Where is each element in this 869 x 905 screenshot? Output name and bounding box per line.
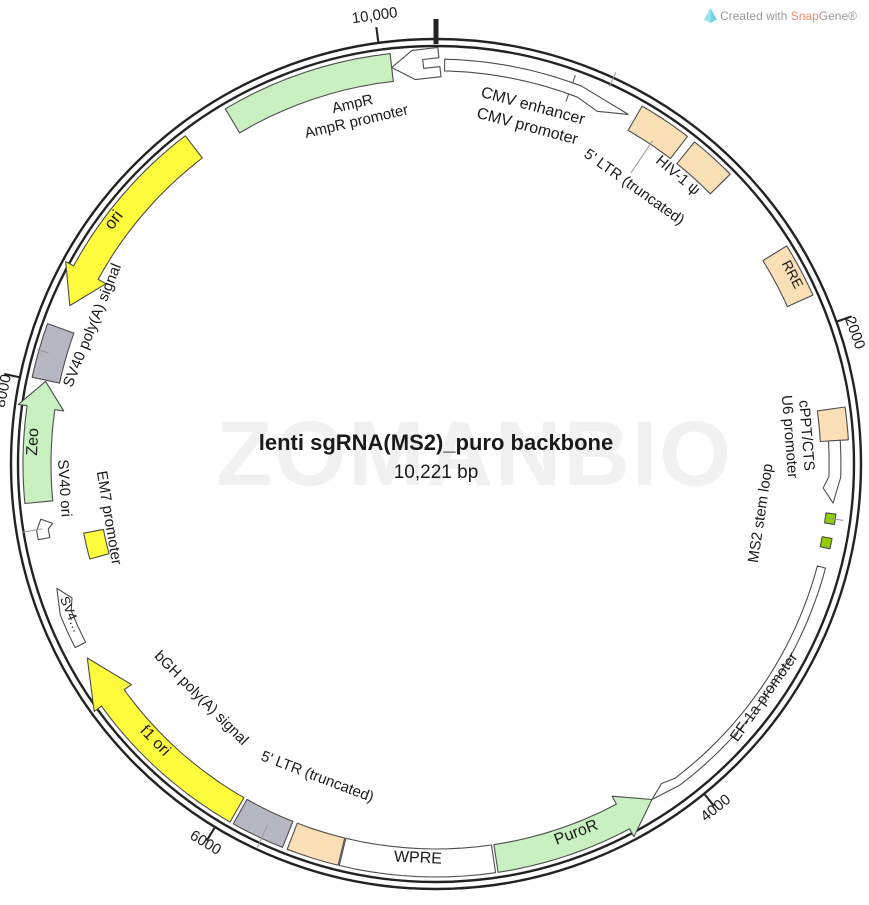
svg-text:10,221 bp: 10,221 bp	[394, 462, 479, 483]
svg-text:10,000: 10,000	[351, 4, 399, 27]
svg-text:bGH poly(A) signal: bGH poly(A) signal	[151, 648, 252, 749]
svg-text:MS2 stem loop: MS2 stem loop	[745, 462, 777, 563]
svg-text:WPRE: WPRE	[394, 849, 443, 868]
svg-text:8000: 8000	[0, 373, 15, 409]
svg-text:6000: 6000	[187, 827, 224, 859]
svg-text:Zeo: Zeo	[24, 428, 42, 457]
svg-text:5' LTR (truncated): 5' LTR (truncated)	[259, 748, 377, 806]
svg-text:SV40 ori: SV40 ori	[54, 459, 75, 518]
svg-text:lenti sgRNA(MS2)_puro backbone: lenti sgRNA(MS2)_puro backbone	[259, 430, 613, 455]
